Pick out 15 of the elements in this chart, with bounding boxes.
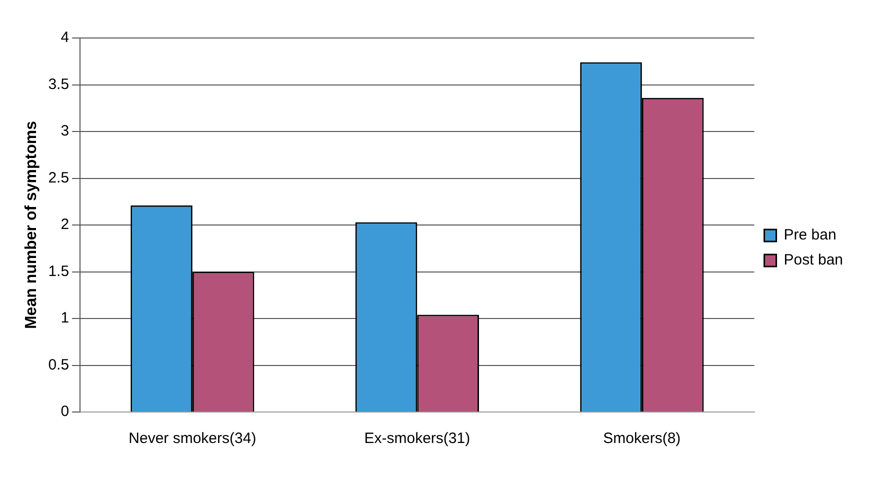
y-tick-label: 1.5 [48,262,70,280]
y-tick-label: 0.5 [48,356,70,374]
x-tick-label: Smokers(8) [603,430,681,448]
y-tick-label: 4 [60,29,70,46]
x-tick-label: Never smokers(34) [128,430,256,448]
y-tick-label: 2 [60,216,70,234]
y-tick-label: 0 [60,403,70,420]
legend-label: Post ban [784,252,844,269]
y-tick-label: 2.5 [48,169,70,186]
y-axis-title: Mean number of symptoms [23,120,40,330]
legend-label: Pre ban [784,226,836,244]
y-tick-label: 3 [60,122,70,140]
y-tick-label: 1 [60,310,70,327]
y-tick-label: 3.5 [48,76,70,93]
x-tick-label: Ex-smokers(31) [364,430,470,448]
